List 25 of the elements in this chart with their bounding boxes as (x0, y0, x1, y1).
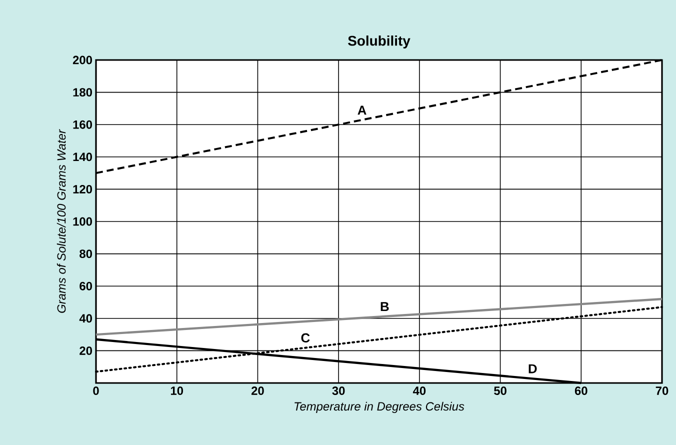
x-axis-title: Temperature in Degrees Celsius (294, 402, 464, 413)
series-label: C (301, 333, 310, 342)
y-tick-label: 60 (80, 282, 92, 290)
series-label: B (380, 302, 389, 312)
y-tick-label: 200 (72, 56, 92, 64)
x-tick-label: 10 (170, 386, 184, 395)
x-tick-label: 50 (494, 386, 506, 395)
chart-title: Solubility (348, 35, 410, 48)
y-tick-label: 180 (73, 88, 92, 97)
x-tick-label: 0 (93, 386, 99, 395)
x-tick-label: 60 (574, 386, 588, 395)
y-tick-label: 160 (73, 120, 92, 129)
y-tick-label: 40 (79, 314, 92, 323)
x-tick-label: 30 (332, 386, 345, 396)
y-tick-label: 120 (73, 184, 92, 194)
x-tick-label: 40 (412, 386, 426, 395)
y-axis-title: Grams of Solute/100 Grams Water (56, 129, 66, 313)
y-tick-label: 80 (80, 250, 92, 258)
series-label: D (528, 364, 537, 374)
series-label: A (358, 106, 366, 115)
x-tick-label: 70 (656, 386, 668, 395)
y-tick-label: 20 (80, 346, 92, 355)
y-tick-label: 140 (73, 152, 92, 162)
x-tick-label: 20 (251, 386, 264, 395)
y-tick-label: 100 (73, 217, 92, 226)
